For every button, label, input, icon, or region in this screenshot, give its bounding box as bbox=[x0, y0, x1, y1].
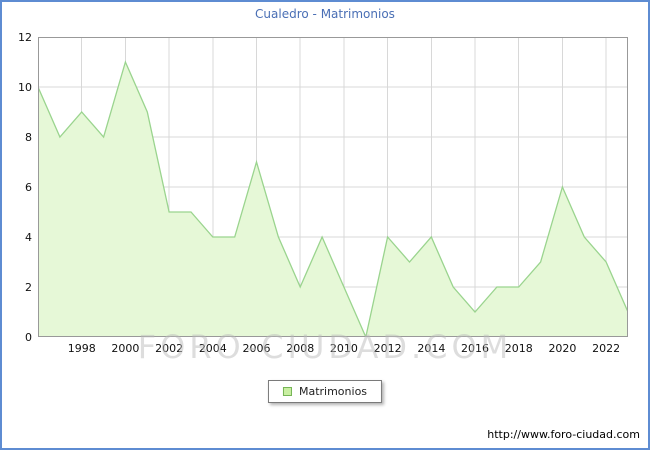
x-tick-label: 2018 bbox=[504, 342, 533, 355]
x-tick-label: 2002 bbox=[155, 342, 184, 355]
legend-swatch bbox=[282, 387, 292, 396]
legend: Matrimonios bbox=[267, 380, 383, 403]
x-tick-label: 2010 bbox=[329, 342, 358, 355]
x-tick-label: 2008 bbox=[286, 342, 315, 355]
x-tick-label: 2022 bbox=[592, 342, 621, 355]
plot-area bbox=[38, 37, 628, 337]
x-tick-label: 2004 bbox=[198, 342, 227, 355]
x-tick-label: 2006 bbox=[242, 342, 271, 355]
legend-label: Matrimonios bbox=[298, 385, 368, 398]
x-tick-label: 1998 bbox=[67, 342, 96, 355]
footer-url: http://www.foro-ciudad.com bbox=[487, 428, 640, 441]
y-tick-label: 2 bbox=[25, 281, 32, 294]
x-tick-label: 2000 bbox=[111, 342, 140, 355]
y-tick-label: 4 bbox=[25, 231, 32, 244]
x-tick-label: 2014 bbox=[417, 342, 446, 355]
x-tick-label: 2016 bbox=[461, 342, 490, 355]
y-tick-label: 6 bbox=[25, 181, 32, 194]
area-chart bbox=[38, 37, 628, 337]
x-tick-label: 2012 bbox=[373, 342, 402, 355]
y-tick-label: 0 bbox=[25, 331, 32, 344]
y-tick-label: 8 bbox=[25, 131, 32, 144]
chart-title: Cualedro - Matrimonios bbox=[255, 7, 395, 21]
y-tick-label: 12 bbox=[18, 31, 32, 44]
x-tick-label: 2020 bbox=[548, 342, 577, 355]
y-tick-label: 10 bbox=[18, 81, 32, 94]
